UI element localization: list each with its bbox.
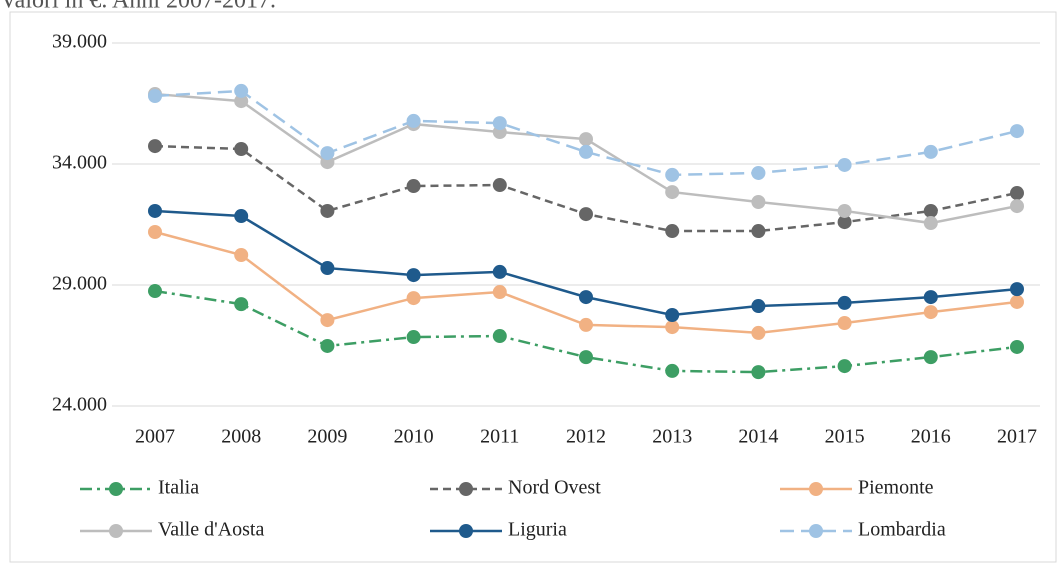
legend-label: Nord Ovest: [508, 477, 601, 499]
data-point: [406, 113, 421, 128]
y-tick-label: 39.000: [52, 31, 107, 53]
data-point: [579, 350, 593, 365]
data-point: [320, 313, 335, 328]
data-point: [579, 317, 593, 332]
data-point: [148, 203, 162, 218]
x-tick-label: 2012: [566, 426, 606, 448]
legend-label: Italia: [158, 477, 199, 499]
data-point: [837, 295, 852, 310]
data-point: [751, 224, 766, 239]
data-point: [837, 359, 852, 374]
data-point: [751, 299, 766, 314]
x-tick-label: 2016: [911, 426, 951, 448]
x-tick-label: 2014: [738, 426, 778, 448]
x-tick-label: 2011: [480, 426, 519, 448]
data-point: [492, 116, 507, 131]
legend-label: Piemonte: [858, 477, 934, 499]
data-point: [492, 178, 507, 193]
data-point: [234, 209, 249, 224]
data-point: [406, 291, 421, 306]
data-point: [320, 261, 335, 276]
data-point: [665, 224, 680, 239]
data-point: [837, 315, 852, 330]
data-point: [665, 363, 680, 378]
data-point: [320, 203, 335, 218]
y-tick-label: 34.000: [52, 152, 107, 174]
data-point: [579, 290, 593, 305]
data-point: [837, 215, 852, 230]
legend-marker: [459, 524, 473, 538]
data-point: [837, 203, 852, 218]
data-point: [406, 330, 421, 345]
x-tick-label: 2007: [135, 426, 175, 448]
data-point: [148, 284, 162, 299]
data-point: [665, 167, 680, 182]
x-tick-label: 2013: [652, 426, 692, 448]
data-point: [923, 305, 938, 320]
x-tick-label: 2008: [221, 426, 261, 448]
data-point: [751, 365, 766, 380]
data-point: [320, 146, 335, 161]
data-point: [234, 141, 249, 156]
data-point: [665, 308, 680, 323]
data-point: [923, 216, 938, 231]
chart-subtitle: Valori in €. Anni 2007-2017.: [0, 0, 276, 14]
data-point: [837, 157, 852, 172]
data-point: [923, 203, 938, 218]
data-point: [234, 94, 249, 109]
data-point: [1010, 199, 1024, 214]
legend-marker: [459, 482, 473, 496]
data-point: [406, 179, 421, 194]
legend-label: Lombardia: [858, 519, 946, 541]
data-point: [751, 165, 766, 180]
data-point: [492, 264, 507, 279]
data-point: [492, 285, 507, 300]
legend-marker: [809, 482, 823, 496]
data-point: [320, 338, 335, 353]
data-point: [665, 185, 680, 200]
legend-marker: [809, 524, 823, 538]
data-point: [406, 268, 421, 283]
data-point: [492, 329, 507, 344]
legend-marker: [109, 482, 123, 496]
legend-label: Valle d'Aosta: [158, 519, 264, 541]
x-tick-label: 2017: [997, 426, 1037, 448]
data-point: [148, 225, 162, 240]
data-point: [1010, 339, 1024, 354]
data-point: [1010, 124, 1024, 139]
data-point: [1010, 282, 1024, 297]
x-tick-label: 2009: [307, 426, 347, 448]
data-point: [148, 88, 162, 103]
data-point: [1010, 186, 1024, 201]
data-point: [234, 83, 249, 98]
legend-label: Liguria: [508, 519, 567, 541]
x-tick-label: 2010: [394, 426, 434, 448]
data-point: [234, 247, 249, 262]
y-tick-label: 29.000: [52, 273, 107, 295]
data-point: [751, 194, 766, 209]
data-point: [923, 144, 938, 159]
x-tick-label: 2015: [825, 426, 865, 448]
data-point: [1010, 294, 1024, 309]
data-point: [751, 325, 766, 340]
data-point: [665, 320, 680, 335]
data-point: [234, 297, 249, 312]
y-tick-label: 24.000: [52, 394, 107, 416]
series-line: [154, 89, 1018, 177]
data-point: [579, 207, 593, 222]
chart-frame: [9, 11, 1057, 563]
data-point: [579, 132, 593, 147]
legend-marker: [109, 524, 123, 538]
data-point: [923, 290, 938, 305]
data-point: [148, 139, 162, 154]
data-point: [579, 144, 593, 159]
data-point: [923, 350, 938, 365]
